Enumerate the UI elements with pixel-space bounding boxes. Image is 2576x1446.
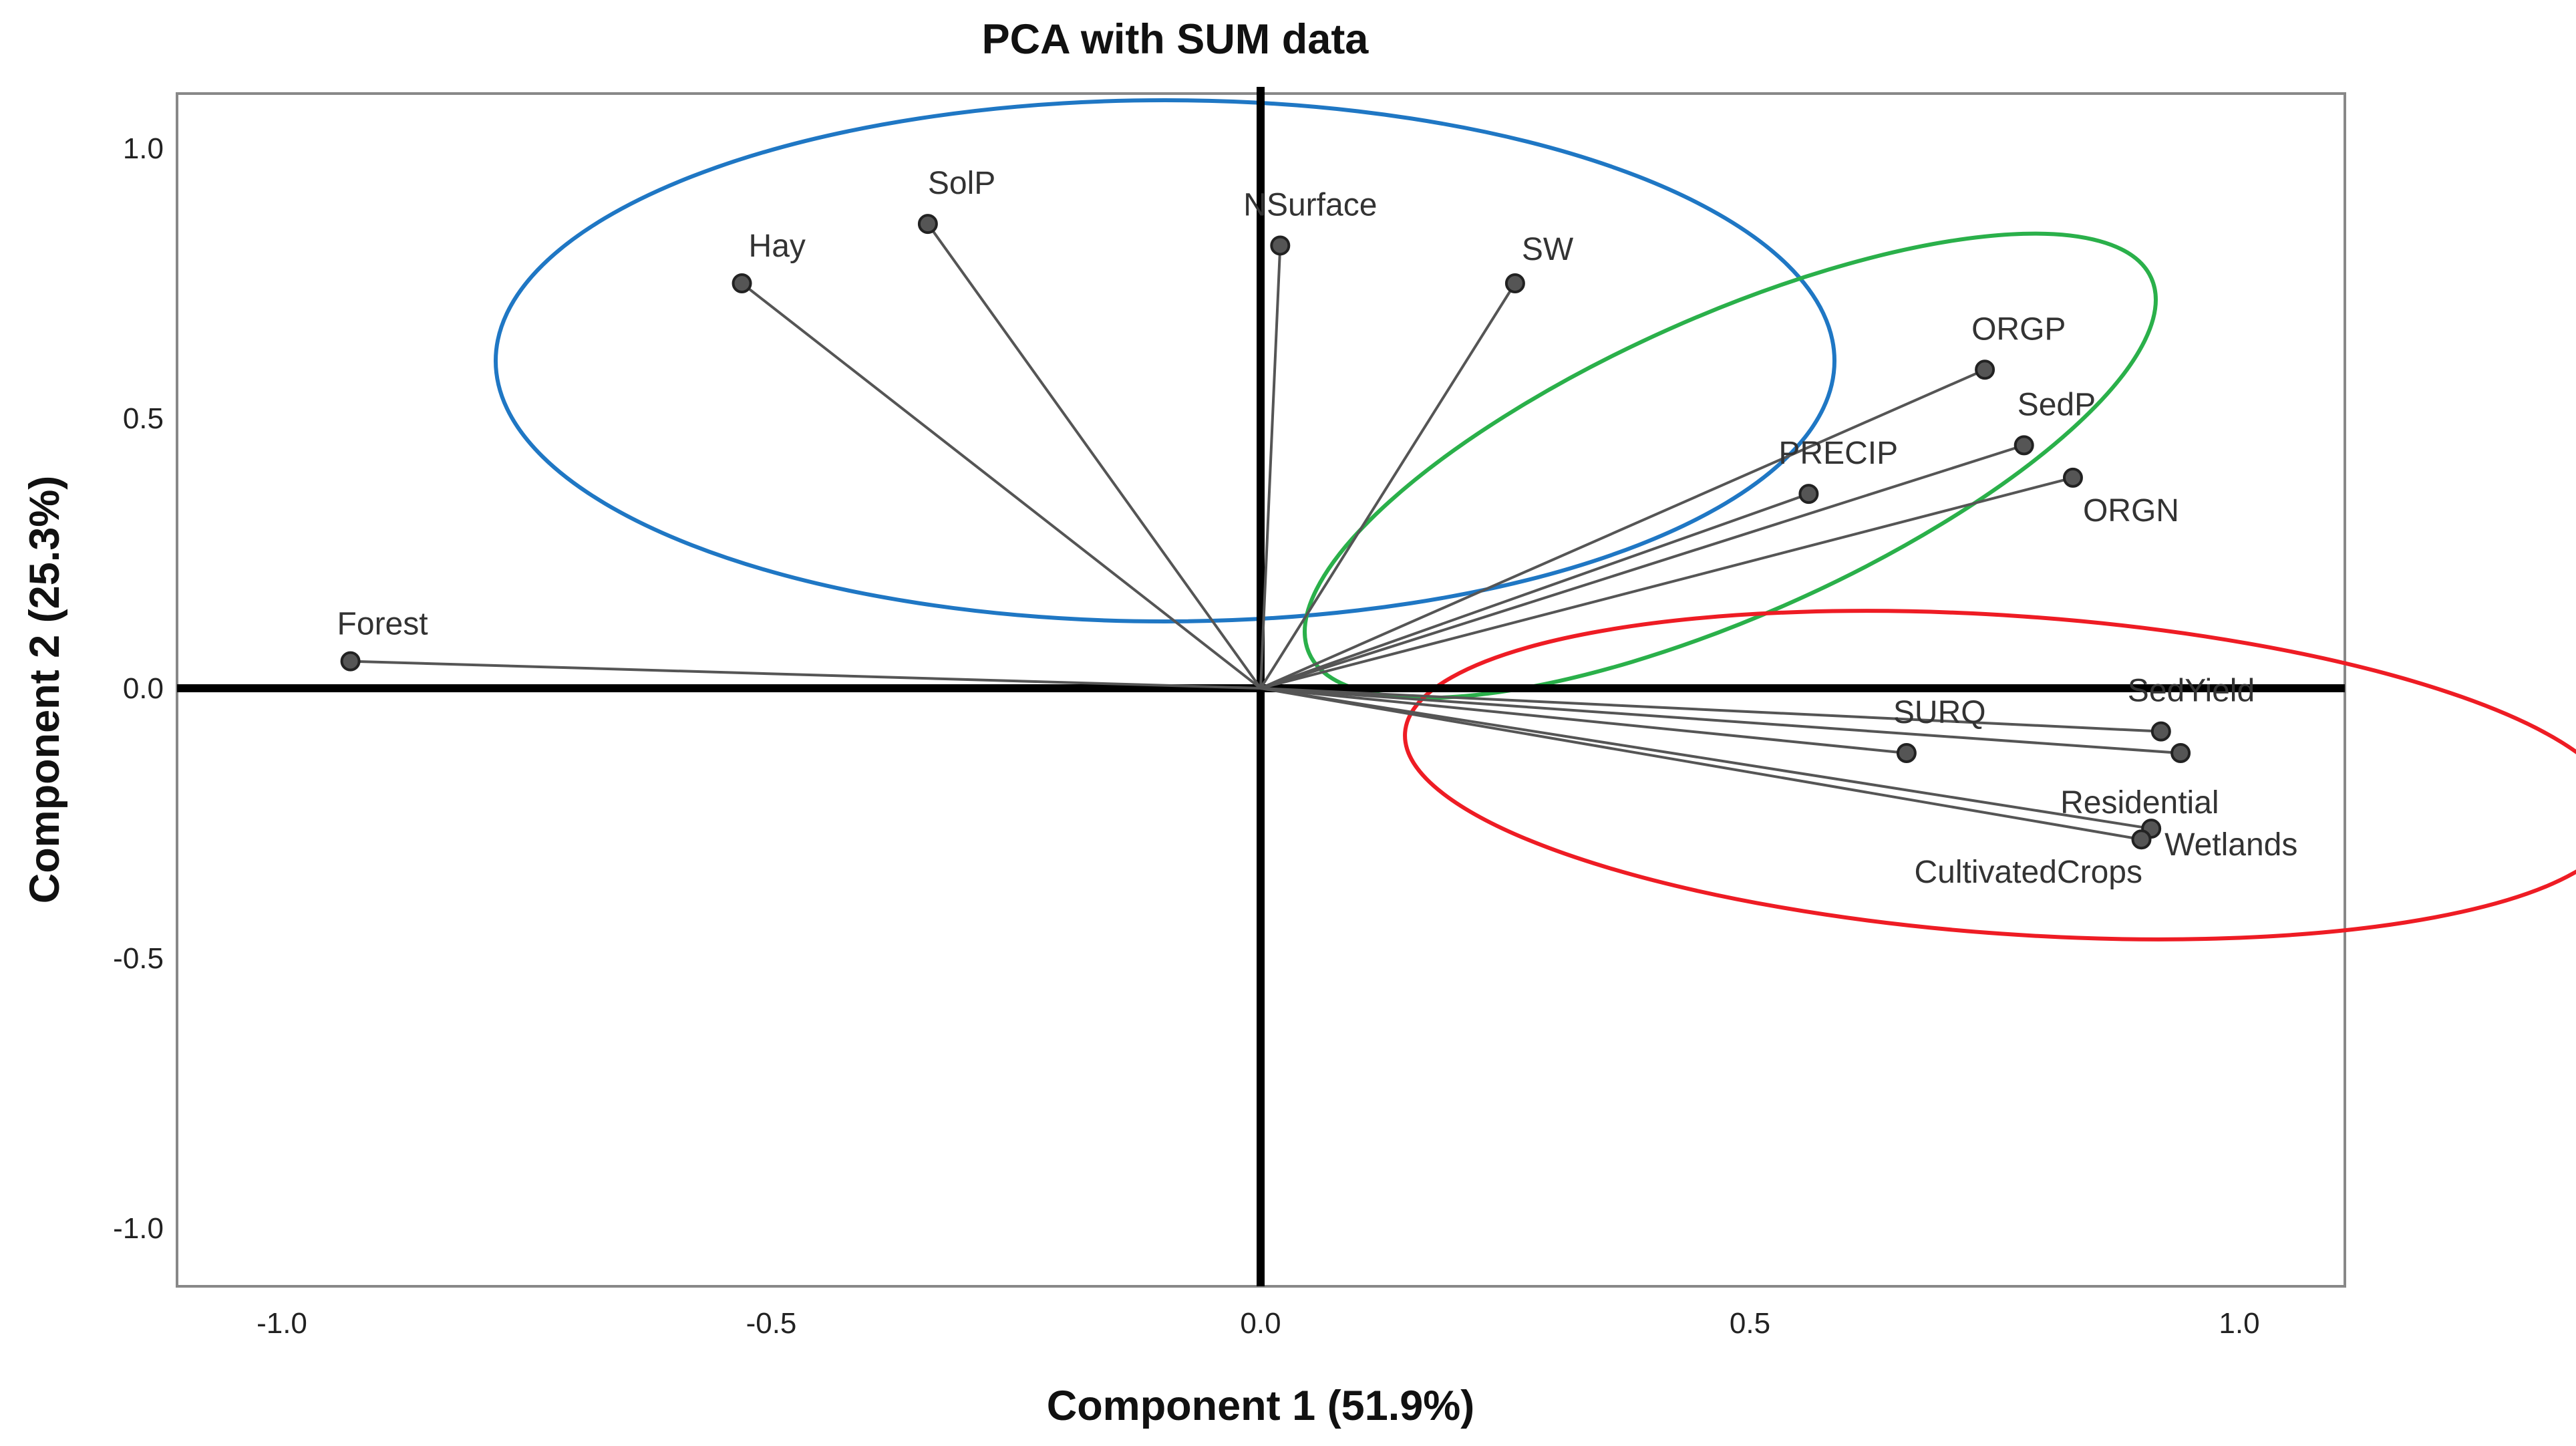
loading-vectors [350,223,2181,841]
y-tick-label: 0.5 [123,402,164,435]
point-label-residential: Residential [2060,785,2219,821]
vector-residential [1260,687,2181,754]
red-cluster-ellipse [1403,609,2576,942]
point-solp [917,214,938,235]
vector-solp [927,223,1262,690]
green-cluster-ellipse [1303,231,2158,700]
point-residential [2170,742,2191,763]
x-tick-label: -0.5 [746,1307,797,1340]
vector-sedp [1260,444,2025,690]
point-hay [732,273,752,293]
point-label-sedyield: SedYield [2128,674,2255,709]
x-tick-label: 0.5 [1730,1307,1770,1340]
vector-wetlands [1260,687,2152,831]
y-tick-labels: 1.0 0.5 0.0 -0.5 -1.0 [113,132,164,1245]
point-label-precip: PRECIP [1778,436,1898,471]
loading-points [340,214,2191,850]
chart-title: PCA with SUM data [982,16,1370,63]
point-label-wetlands: Wetlands [2164,827,2297,863]
point-label-sw: SW [1522,232,1574,267]
loading-point-labels: Forest Hay SolP NSurface SW ORGP SedP ORGN PRECI… [337,166,2298,890]
vector-precip [1260,492,1810,690]
vector-sedyield [1260,687,2161,733]
point-precip [1798,484,1819,504]
point-nsurface [1270,235,1291,256]
vector-nsurface [1259,245,1282,689]
point-label-cultivatedcrops: CultivatedCrops [1915,855,2142,890]
point-label-solp: SolP [928,166,995,201]
x-axis-title: Component 1 (51.9%) [1047,1383,1475,1429]
cluster-ellipses [494,98,2576,942]
y-tick-label: -1.0 [113,1212,164,1245]
vector-hay [741,282,1262,690]
point-label-orgp: ORGP [1971,311,2066,347]
vector-orgp [1260,368,1985,690]
y-tick-label: 1.0 [123,132,164,165]
point-orgp [1975,359,1995,380]
vector-forest [350,660,1261,690]
point-label-surq: SURQ [1893,695,1986,730]
y-tick-label: -0.5 [113,942,164,975]
point-label-forest: Forest [337,607,428,642]
point-forest [340,651,361,672]
point-label-nsurface: NSurface [1243,187,1377,223]
x-tick-label: -1.0 [257,1307,307,1340]
point-cultivatedcrops [2131,829,2152,850]
point-orgn [2062,467,2083,488]
x-tick-labels: -1.0 -0.5 0.0 0.5 1.0 [257,1307,2260,1340]
blue-cluster-ellipse [494,98,1836,623]
point-surq [1896,742,1917,763]
point-sedp [2014,435,2034,456]
point-label-hay: Hay [749,229,806,264]
vector-surq [1260,687,1907,754]
point-sw [1504,273,1525,293]
point-label-orgn: ORGN [2083,493,2179,529]
x-tick-label: 0.0 [1240,1307,1281,1340]
vector-cultivatedcrops [1260,687,2142,841]
point-label-sedp: SedP [2018,387,2096,422]
x-tick-label: 1.0 [2219,1307,2259,1340]
y-axis-title: Component 2 (25.3%) [21,476,68,904]
y-tick-label: 0.0 [123,672,164,705]
point-sedyield [2150,721,2171,742]
vector-sw [1259,282,1516,690]
vector-orgn [1260,476,2074,690]
